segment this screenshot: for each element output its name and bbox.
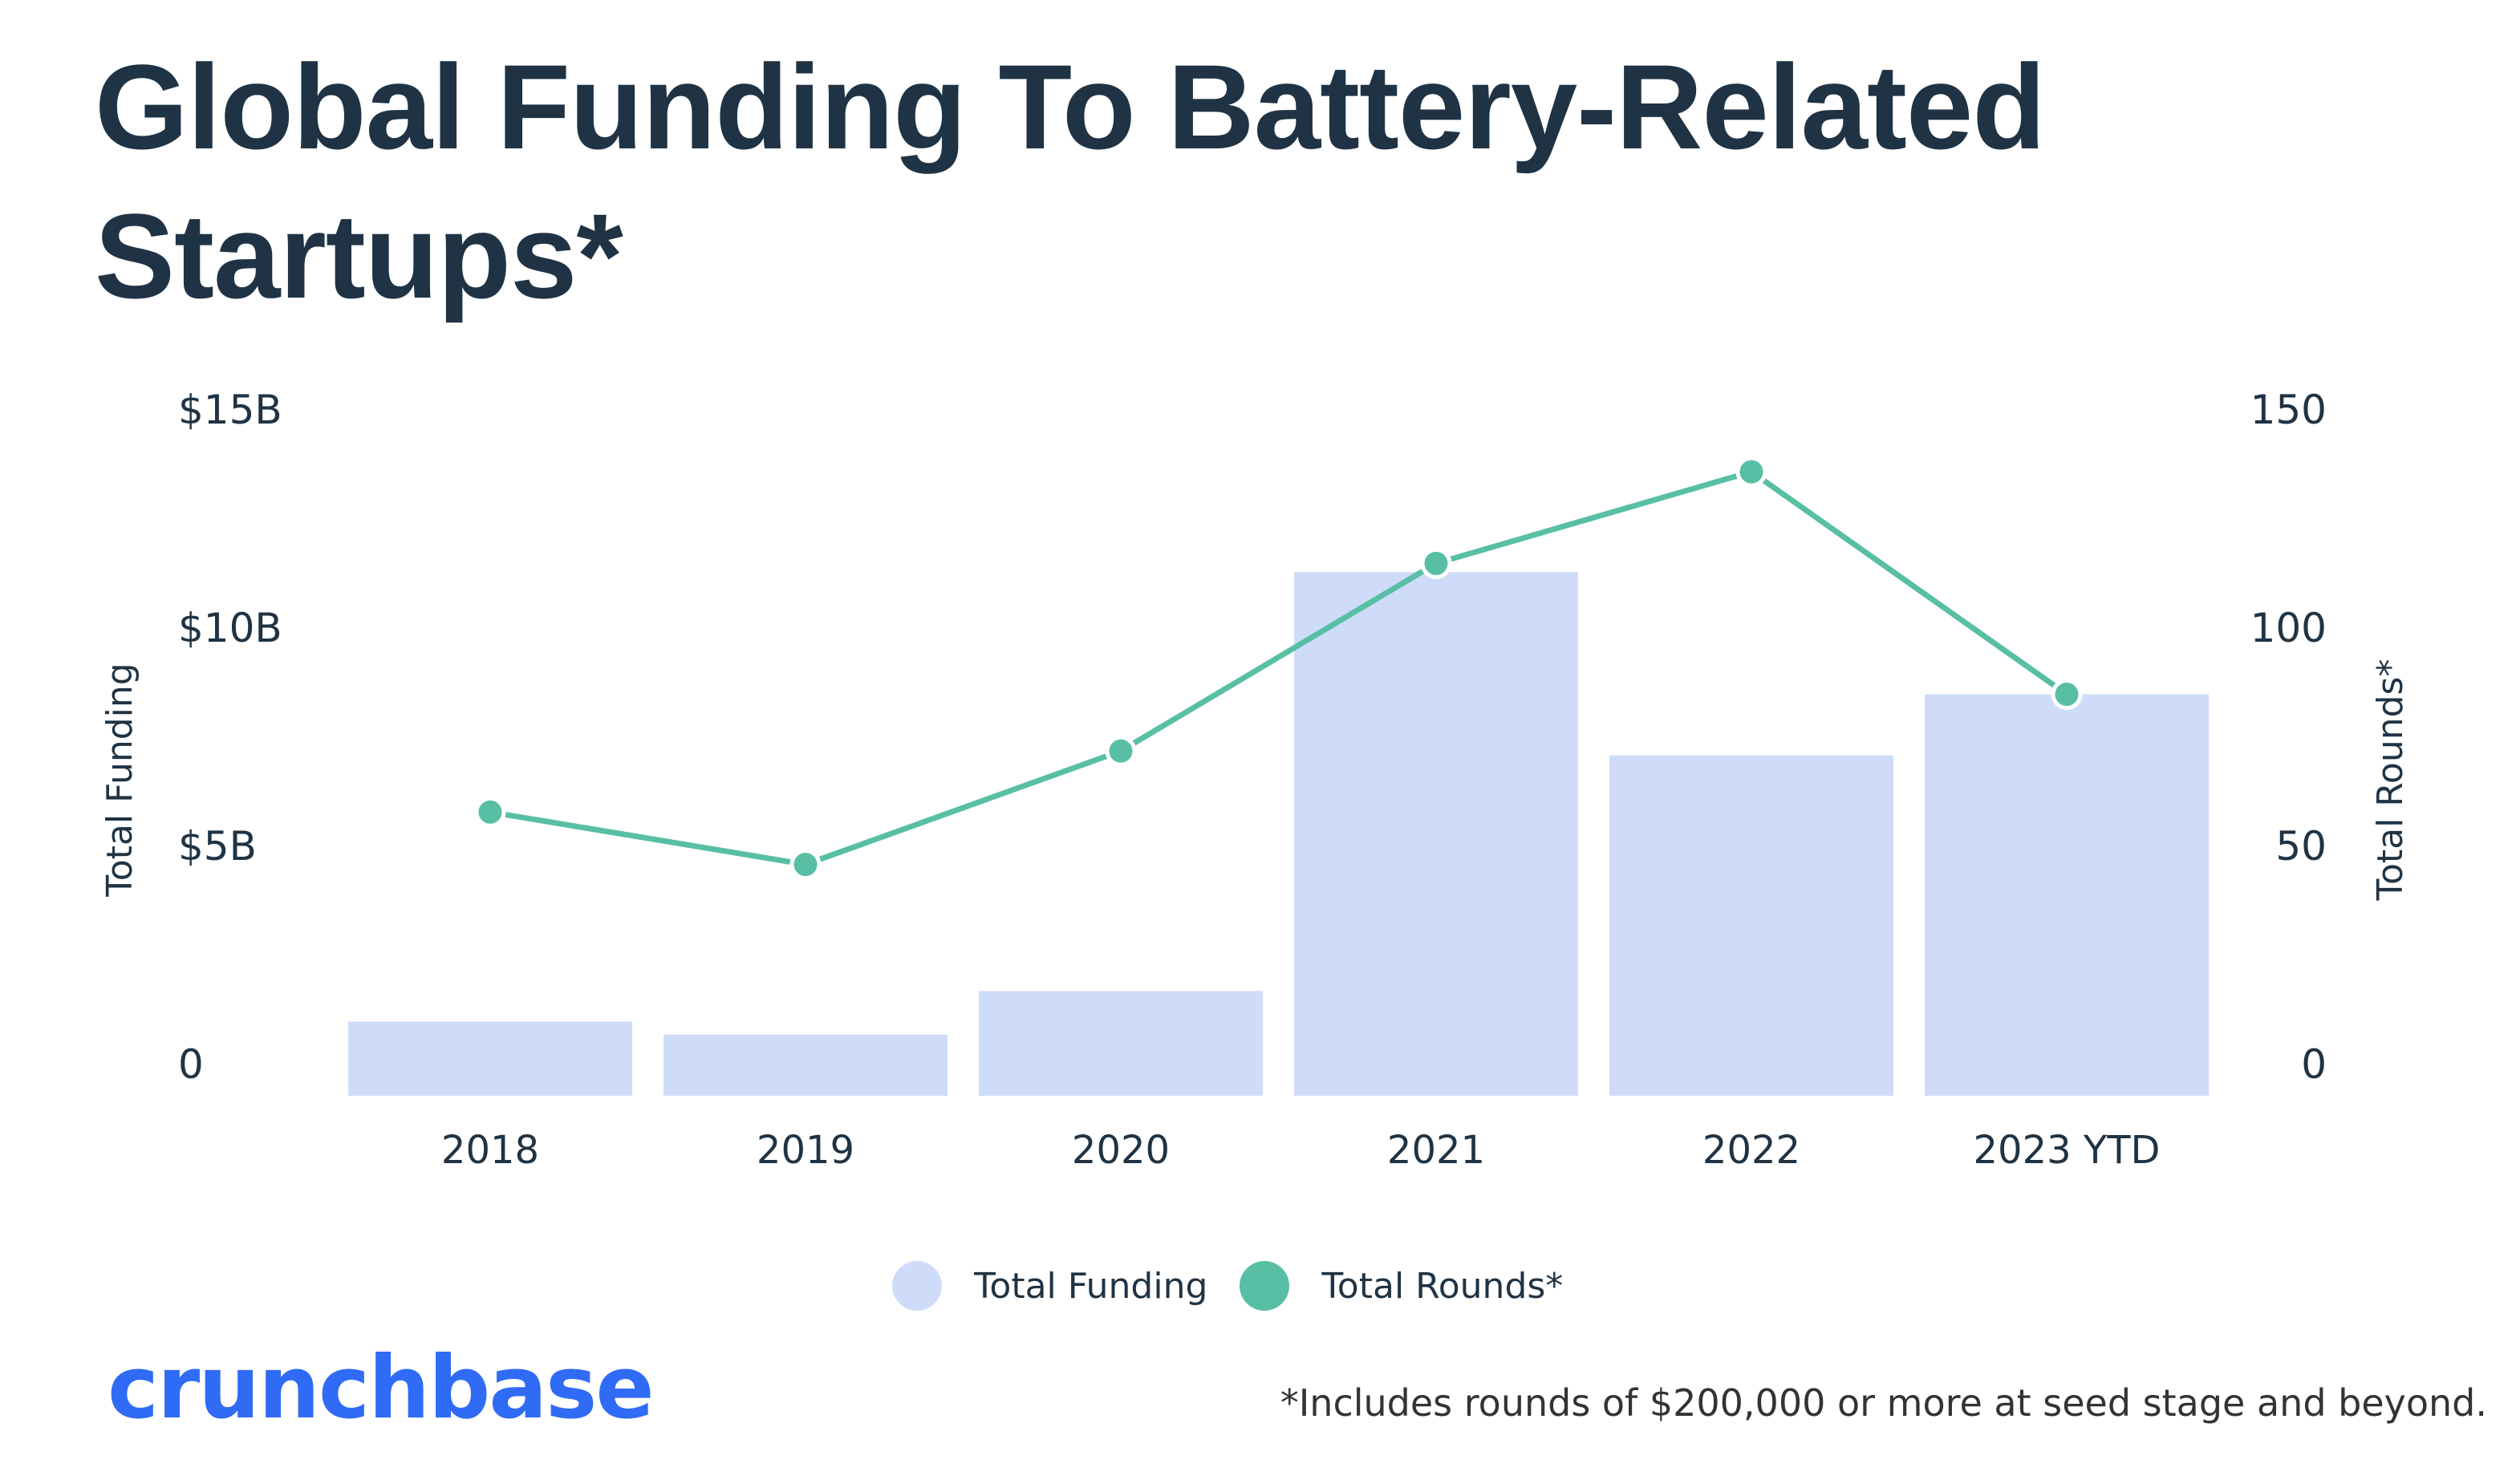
- y-left-tick-label: 0: [178, 1041, 204, 1088]
- bar-2021: [1294, 572, 1578, 1096]
- legend-swatch-rounds: [1240, 1261, 1290, 1311]
- rounds-point-2018: [474, 796, 506, 828]
- rounds-point-2019: [789, 849, 822, 881]
- y-left-tick-label: $15B: [178, 387, 282, 433]
- bar-2018: [348, 1021, 632, 1096]
- y-right-tick-label: 150: [2250, 387, 2327, 433]
- y-left-tick-label: $5B: [178, 823, 257, 870]
- x-tick-label: 2023 YTD: [1973, 1128, 2160, 1173]
- bar-2022: [1609, 755, 1893, 1096]
- bar-2019: [663, 1034, 948, 1096]
- bar-2023-YTD: [1925, 694, 2209, 1096]
- rounds-point-2023-YTD: [2051, 679, 2083, 711]
- footnote: *Includes rounds of $200,000 or more at …: [1280, 1381, 2487, 1425]
- rounds-line: [489, 468, 2069, 868]
- legend-label-funding: Total Funding: [974, 1265, 1208, 1307]
- legend: Total Funding Total Rounds*: [892, 1261, 1595, 1311]
- bar-2020: [979, 991, 1263, 1096]
- y-right-tick-label: 0: [2301, 1041, 2327, 1088]
- legend-swatch-funding: [892, 1261, 942, 1311]
- legend-label-rounds: Total Rounds*: [1321, 1265, 1564, 1307]
- rounds-point-2020: [1105, 735, 1137, 767]
- x-tick-label: 2019: [757, 1128, 854, 1173]
- x-tick-label: 2021: [1387, 1128, 1485, 1173]
- chart-title: Global Funding To Battery-Related Startu…: [95, 39, 2046, 323]
- y-right-tick-label: 100: [2250, 605, 2327, 651]
- x-tick-label: 2018: [441, 1128, 539, 1173]
- y-right-tick-label: 50: [2275, 823, 2327, 870]
- rounds-point-2022: [1735, 456, 1767, 488]
- x-tick-label: 2020: [1072, 1128, 1170, 1173]
- y-axis-left-title: Total Funding: [99, 663, 140, 897]
- x-tick-label: 2022: [1702, 1128, 1800, 1173]
- y-axis-right-title: Total Rounds*: [2370, 659, 2411, 902]
- y-left-tick-label: $10B: [178, 605, 282, 651]
- rounds-point-2021: [1420, 547, 1452, 579]
- crunchbase-logo: crunchbase: [108, 1338, 655, 1438]
